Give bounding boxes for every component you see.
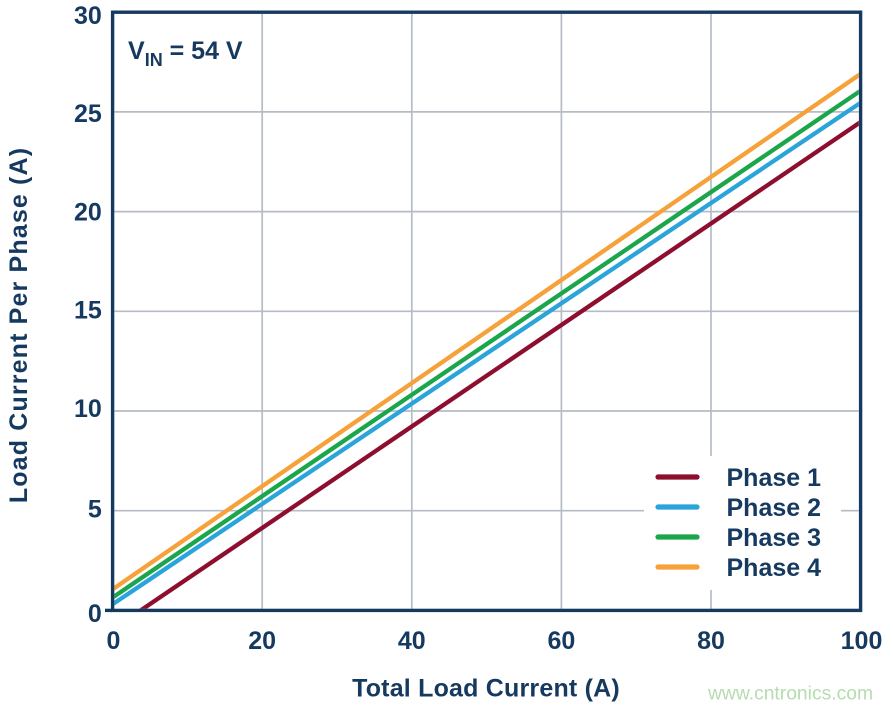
svg-text:0: 0 — [88, 600, 102, 628]
svg-text:Phase 3: Phase 3 — [727, 524, 822, 552]
svg-text:www.cntronics.com: www.cntronics.com — [707, 684, 873, 705]
svg-text:Phase 2: Phase 2 — [727, 494, 822, 522]
svg-text:40: 40 — [398, 627, 426, 655]
svg-text:0: 0 — [107, 627, 121, 655]
svg-text:10: 10 — [74, 395, 102, 423]
svg-text:60: 60 — [547, 627, 575, 655]
svg-text:Load Current Per Phase (A): Load Current Per Phase (A) — [5, 147, 33, 503]
svg-text:15: 15 — [74, 297, 102, 325]
svg-text:VIN = 54 V: VIN = 54 V — [128, 37, 243, 70]
svg-text:80: 80 — [697, 627, 725, 655]
svg-text:Phase 4: Phase 4 — [727, 554, 822, 582]
svg-text:5: 5 — [88, 496, 102, 524]
svg-text:20: 20 — [248, 627, 276, 655]
svg-text:30: 30 — [74, 2, 102, 30]
svg-text:Phase 1: Phase 1 — [727, 464, 822, 492]
svg-text:100: 100 — [841, 627, 883, 655]
svg-text:Total Load Current (A): Total Load Current (A) — [352, 675, 620, 703]
svg-text:20: 20 — [74, 198, 102, 226]
svg-text:25: 25 — [74, 100, 102, 128]
